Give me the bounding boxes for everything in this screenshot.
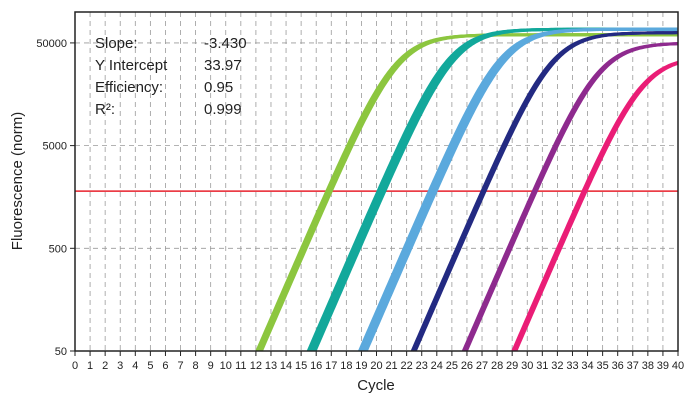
x-tick-label: 35: [597, 360, 609, 372]
amplification-curve: [255, 33, 678, 352]
x-tick-label: 4: [132, 360, 138, 372]
x-tick-label: 11: [235, 360, 246, 372]
stat-value: 33.97: [204, 57, 242, 74]
x-tick-label: 37: [627, 360, 639, 372]
x-tick-label: 17: [325, 360, 337, 372]
amplification-curve: [511, 60, 679, 352]
x-tick-label: 36: [612, 360, 624, 372]
stat-label: Efficiency:: [95, 79, 163, 96]
x-tick-label: 6: [162, 360, 168, 372]
x-tick-label: 3: [117, 360, 123, 372]
x-axis-ticks: 0 1 2 3 4 5 6 7 8 9 10 11 12 13 14 15 16 17 18 19 20 21 22 23 24…: [72, 351, 684, 372]
curve-group: [511, 60, 679, 352]
y-axis-ticks: 50 500 5000 50000: [36, 38, 75, 358]
x-tick-label: 18: [340, 360, 352, 372]
x-tick-label: 22: [401, 360, 413, 372]
x-tick-label: 39: [657, 360, 669, 372]
x-tick-label: 20: [370, 360, 382, 372]
amplification-curve: [360, 27, 678, 352]
x-tick-label: 31: [536, 360, 548, 372]
amplification-curve: [464, 42, 679, 352]
amplification-curve: [364, 27, 678, 352]
stat-label: R²:: [95, 101, 115, 118]
x-tick-label: 29: [506, 360, 518, 372]
y-tick-label: 50: [55, 346, 67, 358]
x-axis-title: Cycle: [357, 377, 395, 394]
x-tick-label: 28: [491, 360, 503, 372]
stat-value: 0.95: [204, 79, 233, 96]
amplification-curve: [461, 42, 679, 352]
stat-value: 0.999: [204, 101, 242, 118]
amplification-curve: [512, 61, 679, 352]
amplification-curve: [362, 27, 678, 352]
x-tick-label: 23: [416, 360, 428, 372]
x-tick-label: 30: [521, 360, 533, 372]
y-tick-label: 5000: [43, 141, 67, 153]
y-tick-label: 50000: [36, 38, 67, 50]
curve-group: [358, 27, 679, 352]
x-tick-label: 19: [355, 360, 367, 372]
amplification-curve: [413, 31, 678, 352]
y-tick-label: 500: [49, 243, 67, 255]
x-tick-label: 26: [461, 360, 473, 372]
x-tick-label: 21: [385, 360, 397, 372]
curve-group: [461, 42, 679, 352]
x-tick-label: 13: [265, 360, 277, 372]
amplification-curve: [313, 27, 678, 352]
x-tick-label: 2: [102, 360, 108, 372]
y-axis-title: Fluorescence (norm): [9, 112, 26, 250]
x-tick-label: 1: [87, 360, 93, 372]
x-tick-label: 15: [295, 360, 307, 372]
x-tick-label: 10: [220, 360, 232, 372]
x-tick-label: 5: [147, 360, 153, 372]
x-tick-label: 32: [551, 360, 563, 372]
x-tick-label: 12: [250, 360, 262, 372]
x-tick-label: 8: [193, 360, 199, 372]
amplification-curve: [358, 27, 679, 352]
x-tick-label: 7: [177, 360, 183, 372]
regression-stats: Slope: -3.430 Y Intercept 33.97 Efficiency: 0…: [95, 35, 247, 118]
x-tick-label: 38: [642, 360, 654, 372]
x-tick-label: 24: [431, 360, 443, 372]
x-tick-label: 34: [581, 360, 593, 372]
x-tick-label: 0: [72, 360, 78, 372]
amplification-curve: [257, 33, 678, 352]
x-tick-label: 25: [446, 360, 458, 372]
x-tick-label: 33: [566, 360, 578, 372]
stat-label: Y Intercept: [95, 57, 168, 74]
x-tick-label: 16: [310, 360, 322, 372]
curve-group: [410, 31, 679, 352]
amplification-curves: [255, 27, 679, 352]
x-tick-label: 14: [280, 360, 292, 372]
x-tick-label: 27: [476, 360, 488, 372]
amplification-curve: [258, 33, 678, 352]
x-tick-label: 40: [672, 360, 684, 372]
curve-group: [255, 33, 678, 352]
amplification-curve: [260, 33, 678, 352]
x-tick-label: 9: [208, 360, 214, 372]
amplification-curve: [311, 27, 678, 352]
stat-label: Slope:: [95, 35, 138, 52]
stat-value: -3.430: [204, 35, 247, 52]
amplification-curve: [514, 61, 679, 352]
